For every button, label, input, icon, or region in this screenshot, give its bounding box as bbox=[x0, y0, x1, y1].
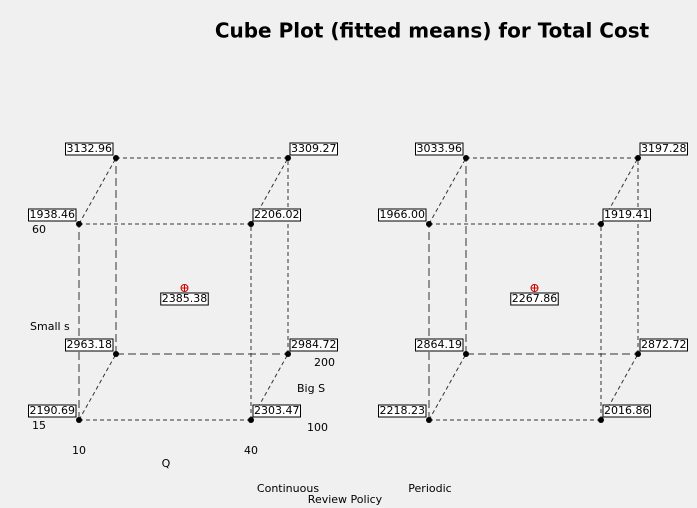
y-level: 15 bbox=[32, 419, 46, 432]
corner-label: 1938.46 bbox=[28, 208, 77, 222]
x-axis-label: Q bbox=[162, 457, 171, 470]
label-box bbox=[160, 292, 209, 306]
label-box bbox=[510, 292, 559, 306]
label-box bbox=[378, 404, 427, 418]
label-box bbox=[65, 142, 114, 156]
corner-point bbox=[463, 155, 469, 161]
label-box bbox=[289, 142, 338, 156]
cube-edge bbox=[78, 353, 117, 421]
corner-label: 2963.18 bbox=[65, 338, 114, 352]
corner-label: 3309.27 bbox=[289, 142, 338, 156]
z-level: 100 bbox=[307, 421, 328, 434]
corner-value: 2963.18 bbox=[67, 338, 113, 351]
corner-point bbox=[76, 221, 82, 227]
corner-value: 1938.46 bbox=[30, 208, 76, 221]
corner-point bbox=[635, 351, 641, 357]
corner-label: 2016.86 bbox=[602, 404, 651, 418]
corner-point bbox=[635, 155, 641, 161]
center-value: 2267.86 bbox=[512, 292, 558, 305]
x-level: 40 bbox=[244, 444, 258, 457]
corner-point bbox=[285, 155, 291, 161]
corner-value: 2984.72 bbox=[291, 338, 337, 351]
corner-label: 2872.72 bbox=[639, 338, 688, 352]
cube-edge bbox=[250, 353, 289, 421]
cube-edge bbox=[428, 353, 467, 421]
corner-point bbox=[113, 351, 119, 357]
corner-point bbox=[248, 221, 254, 227]
z-axis-label: Big S bbox=[297, 382, 325, 395]
corner-point bbox=[598, 417, 604, 423]
label-box bbox=[65, 338, 114, 352]
label-box bbox=[602, 208, 651, 222]
corner-label: 2190.69 bbox=[28, 404, 77, 418]
center-cross bbox=[181, 284, 188, 292]
corner-label: 3132.96 bbox=[65, 142, 114, 156]
corner-value: 3132.96 bbox=[67, 142, 113, 155]
corner-label: 2864.19 bbox=[415, 338, 464, 352]
cube-edge bbox=[600, 157, 639, 225]
corner-label: 1919.41 bbox=[602, 208, 651, 222]
corner-point bbox=[76, 417, 82, 423]
label-box bbox=[378, 208, 427, 222]
corner-value: 2206.02 bbox=[254, 208, 300, 221]
corner-point bbox=[426, 221, 432, 227]
corner-value: 2218.23 bbox=[380, 404, 426, 417]
panel-name: Periodic bbox=[408, 482, 451, 495]
center-value: 2385.38 bbox=[162, 292, 208, 305]
corner-label: 3033.96 bbox=[415, 142, 464, 156]
center-label: 2267.86 bbox=[510, 292, 559, 306]
corner-value: 2864.19 bbox=[417, 338, 463, 351]
label-box bbox=[602, 404, 651, 418]
corner-label: 2218.23 bbox=[378, 404, 427, 418]
z-level: 200 bbox=[314, 356, 335, 369]
corner-value: 2872.72 bbox=[641, 338, 687, 351]
corner-point bbox=[426, 417, 432, 423]
panel-axis-label: Review Policy bbox=[308, 493, 383, 506]
corner-point bbox=[113, 155, 119, 161]
corner-value: 3197.28 bbox=[641, 142, 687, 155]
corner-point bbox=[285, 351, 291, 357]
label-box bbox=[28, 404, 77, 418]
corner-value: 1966.00 bbox=[380, 208, 426, 221]
chart-title: Cube Plot (fitted means) for Total Cost bbox=[215, 19, 650, 43]
label-box bbox=[415, 338, 464, 352]
label-box bbox=[289, 338, 338, 352]
y-level: 60 bbox=[32, 223, 46, 236]
center-label: 2385.38 bbox=[160, 292, 209, 306]
cube-edge bbox=[600, 353, 639, 421]
corner-value: 3033.96 bbox=[417, 142, 463, 155]
corner-value: 2303.47 bbox=[254, 404, 300, 417]
cube-edge bbox=[428, 157, 467, 225]
corner-label: 2303.47 bbox=[252, 404, 301, 418]
corner-label: 2206.02 bbox=[252, 208, 301, 222]
corner-value: 2016.86 bbox=[604, 404, 650, 417]
corner-label: 2984.72 bbox=[289, 338, 338, 352]
label-box bbox=[252, 208, 301, 222]
corner-value: 2190.69 bbox=[30, 404, 76, 417]
cube-edge bbox=[250, 157, 289, 225]
corner-label: 1966.00 bbox=[378, 208, 427, 222]
corner-point bbox=[598, 221, 604, 227]
cube-edge bbox=[78, 157, 117, 225]
x-level: 10 bbox=[72, 444, 86, 457]
corner-label: 3197.28 bbox=[639, 142, 688, 156]
corner-point bbox=[463, 351, 469, 357]
label-box bbox=[415, 142, 464, 156]
corner-value: 3309.27 bbox=[291, 142, 337, 155]
corner-point bbox=[248, 417, 254, 423]
corner-value: 1919.41 bbox=[604, 208, 650, 221]
label-box bbox=[252, 404, 301, 418]
label-box bbox=[639, 142, 688, 156]
y-axis-label: Small s bbox=[30, 320, 70, 333]
label-box bbox=[28, 208, 77, 222]
label-box bbox=[639, 338, 688, 352]
center-cross bbox=[531, 284, 538, 292]
panel-name: Continuous bbox=[257, 482, 319, 495]
